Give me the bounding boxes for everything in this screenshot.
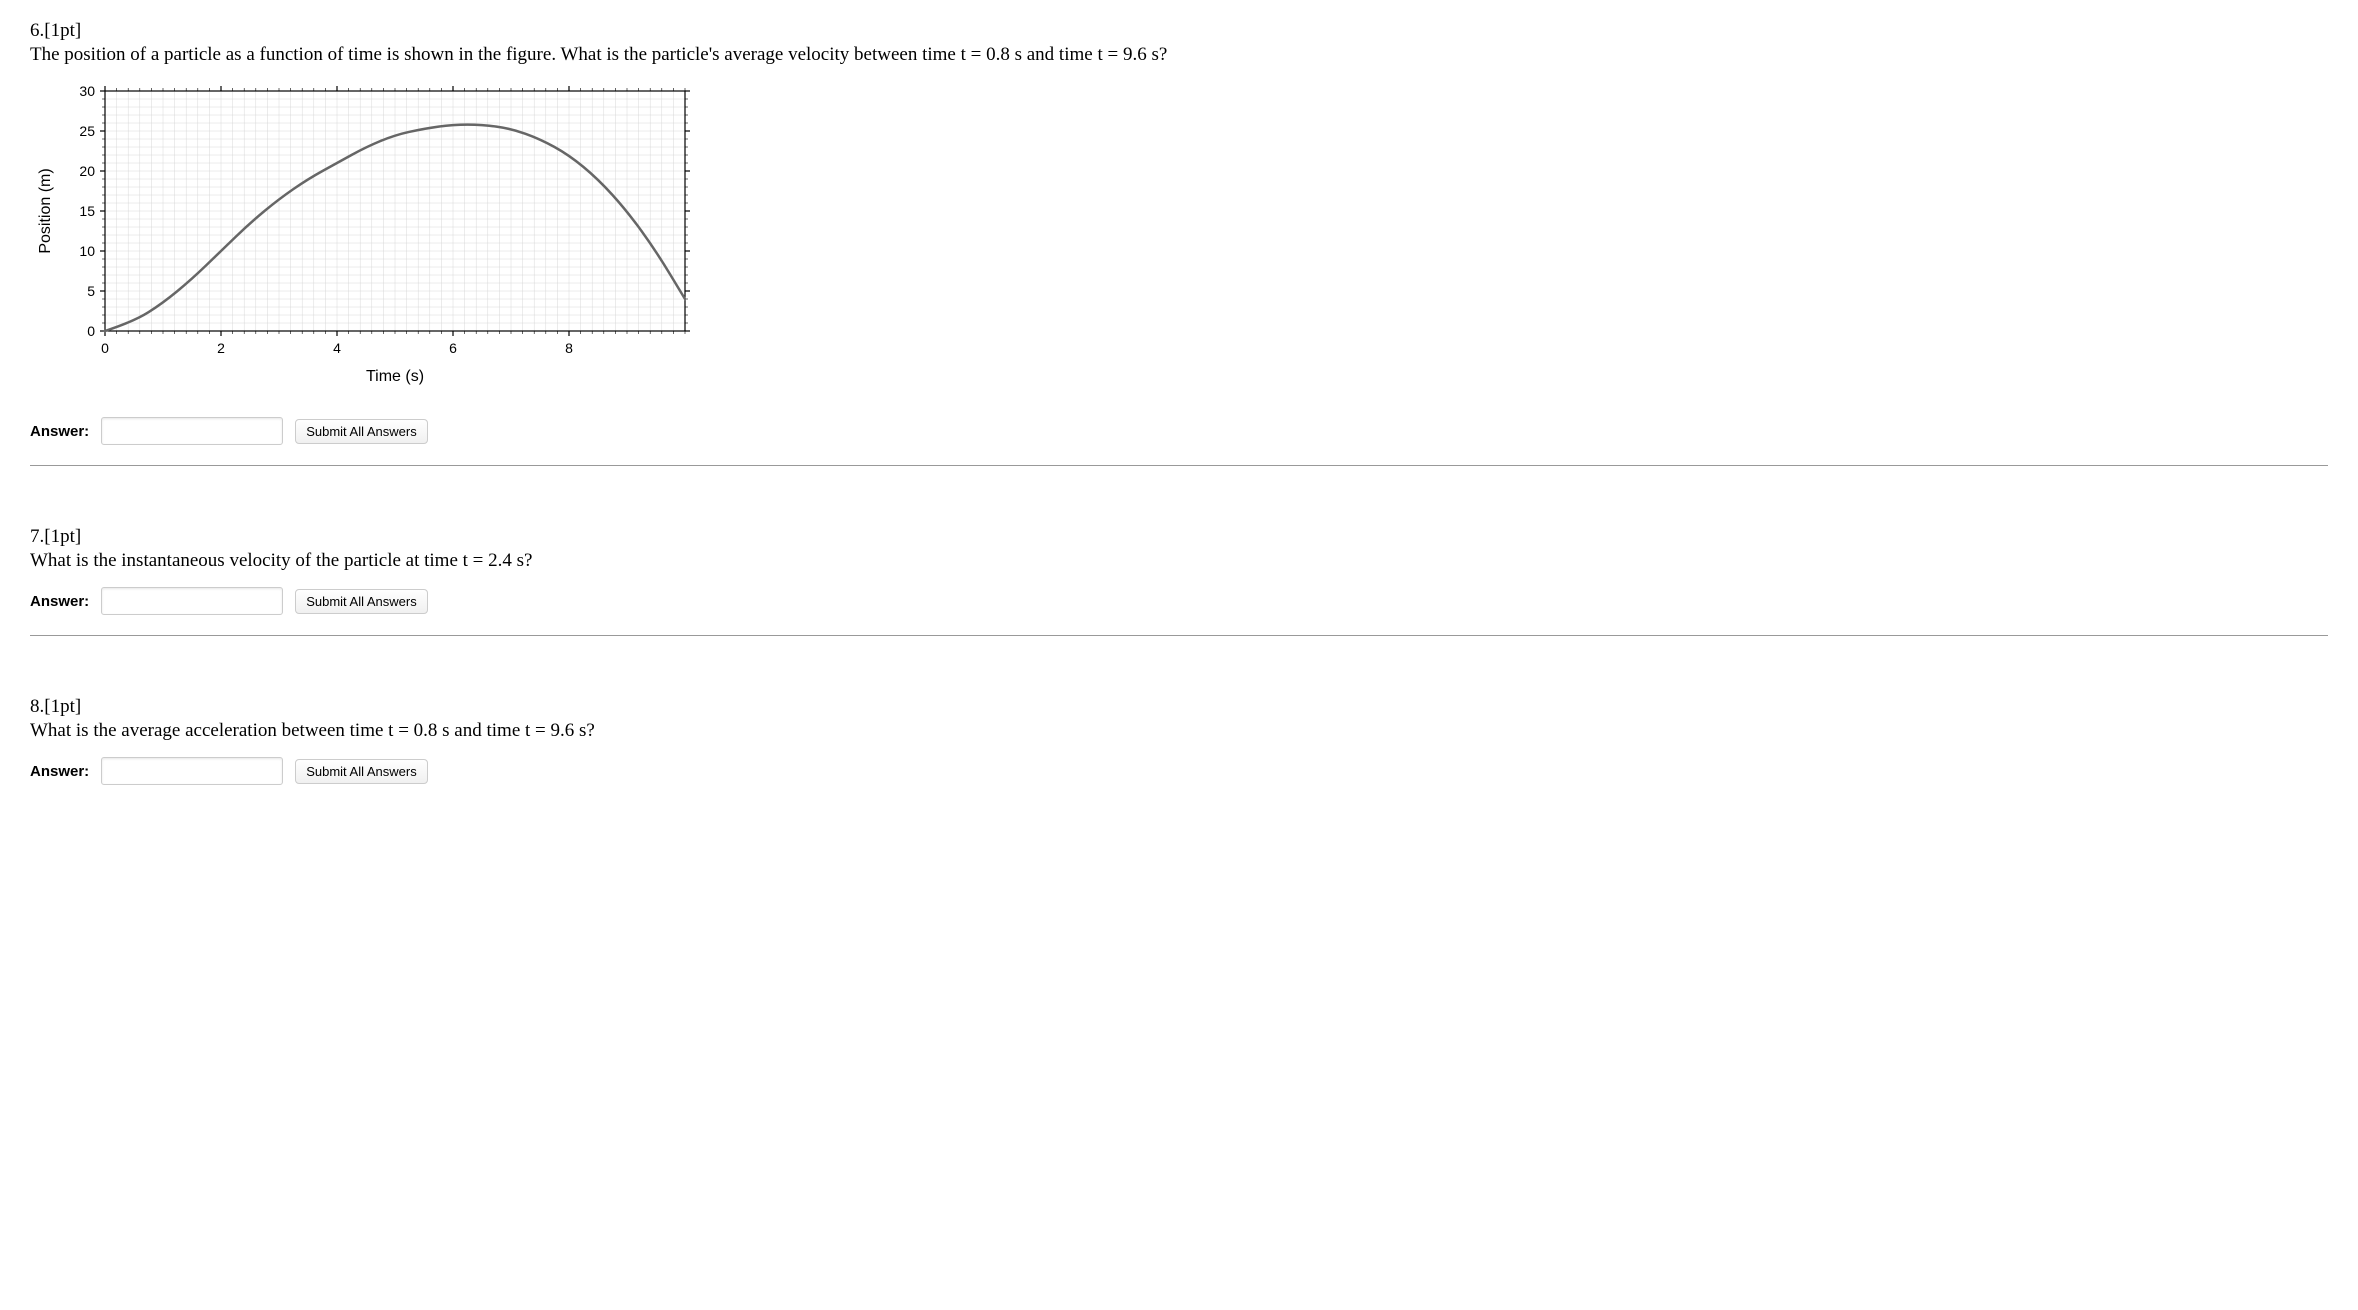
question-8: 8.[1pt] What is the average acceleration… bbox=[30, 696, 2328, 785]
answer-row: Answer: Submit All Answers bbox=[30, 417, 2328, 445]
answer-row: Answer: Submit All Answers bbox=[30, 587, 2328, 615]
svg-text:6: 6 bbox=[449, 340, 457, 356]
divider bbox=[30, 465, 2328, 466]
svg-text:5: 5 bbox=[87, 283, 95, 299]
question-number: 6. bbox=[30, 20, 44, 41]
answer-label: Answer: bbox=[30, 423, 89, 440]
question-prompt: The position of a particle as a function… bbox=[30, 44, 2328, 66]
chart-svg: 0 2 4 6 8 0 5 10 15 20 25 30 Time (s) Position (m) bbox=[30, 81, 695, 391]
question-7: 7.[1pt] What is the instantaneous veloci… bbox=[30, 526, 2328, 615]
divider bbox=[30, 635, 2328, 636]
submit-button[interactable]: Submit All Answers bbox=[295, 589, 428, 614]
svg-text:0: 0 bbox=[101, 340, 109, 356]
svg-text:15: 15 bbox=[79, 203, 95, 219]
svg-text:8: 8 bbox=[565, 340, 573, 356]
answer-input[interactable] bbox=[101, 417, 283, 445]
svg-text:Time (s): Time (s) bbox=[366, 368, 424, 385]
svg-text:25: 25 bbox=[79, 123, 95, 139]
svg-text:2: 2 bbox=[217, 340, 225, 356]
svg-text:20: 20 bbox=[79, 163, 95, 179]
question-header: 7.[1pt] bbox=[30, 526, 2328, 548]
question-header: 8.[1pt] bbox=[30, 696, 2328, 718]
svg-text:10: 10 bbox=[79, 243, 95, 259]
answer-row: Answer: Submit All Answers bbox=[30, 757, 2328, 785]
answer-input[interactable] bbox=[101, 587, 283, 615]
answer-input[interactable] bbox=[101, 757, 283, 785]
answer-label: Answer: bbox=[30, 763, 89, 780]
svg-text:Position (m): Position (m) bbox=[37, 168, 54, 253]
question-points: [1pt] bbox=[44, 696, 81, 717]
question-number: 8. bbox=[30, 696, 44, 717]
svg-text:0: 0 bbox=[87, 323, 95, 339]
question-points: [1pt] bbox=[44, 20, 81, 41]
question-6: 6.[1pt] The position of a particle as a … bbox=[30, 20, 2328, 445]
submit-button[interactable]: Submit All Answers bbox=[295, 759, 428, 784]
position-time-chart: 0 2 4 6 8 0 5 10 15 20 25 30 Time (s) Position (m) bbox=[30, 81, 2328, 397]
svg-text:4: 4 bbox=[333, 340, 341, 356]
answer-label: Answer: bbox=[30, 593, 89, 610]
question-header: 6.[1pt] bbox=[30, 20, 2328, 42]
submit-button[interactable]: Submit All Answers bbox=[295, 419, 428, 444]
question-points: [1pt] bbox=[44, 526, 81, 547]
question-prompt: What is the average acceleration between… bbox=[30, 720, 2328, 742]
question-prompt: What is the instantaneous velocity of th… bbox=[30, 550, 2328, 572]
question-number: 7. bbox=[30, 526, 44, 547]
svg-text:30: 30 bbox=[79, 83, 95, 99]
